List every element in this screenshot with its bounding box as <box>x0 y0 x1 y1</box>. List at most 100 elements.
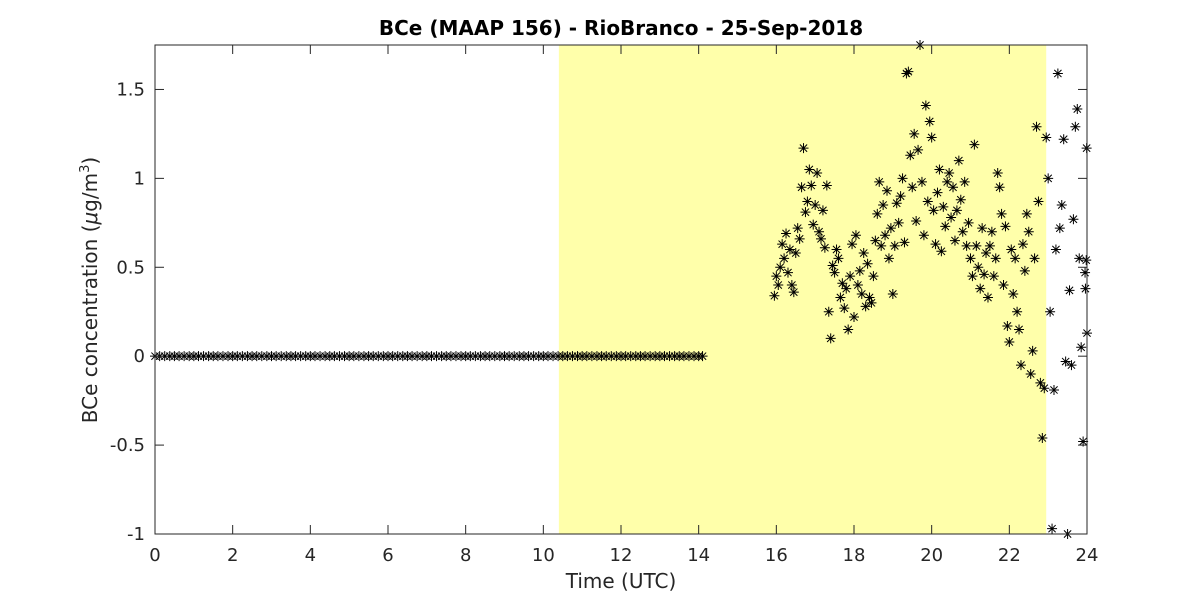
data-point <box>953 155 964 166</box>
data-point <box>887 288 898 299</box>
data-point <box>837 278 848 289</box>
data-point <box>965 253 976 264</box>
data-point <box>922 196 933 207</box>
data-point <box>179 351 190 362</box>
data-point <box>973 262 984 273</box>
data-point <box>817 205 828 216</box>
data-point <box>880 230 891 241</box>
data-point <box>940 221 951 232</box>
data-point <box>858 248 869 259</box>
data-point <box>920 100 931 111</box>
data-point <box>348 351 359 362</box>
x-tick-label: 12 <box>610 545 633 566</box>
data-point <box>903 66 914 77</box>
data-point <box>856 288 867 299</box>
data-point <box>998 280 1009 291</box>
data-point <box>794 233 805 244</box>
data-point <box>967 271 978 282</box>
data-point <box>625 351 636 362</box>
data-point <box>1031 121 1042 132</box>
data-point <box>251 351 262 362</box>
data-point <box>986 226 997 237</box>
data-point <box>387 351 398 362</box>
y-axis-title: BCe concentration (μg/m3) <box>78 157 102 423</box>
data-point <box>606 351 617 362</box>
data-point <box>773 280 784 291</box>
x-tick-label: 6 <box>382 545 393 566</box>
y-axis: -1 -0.5 0 0.5 1 1.5 <box>110 79 1087 545</box>
data-point <box>645 351 656 362</box>
data-point <box>1041 132 1052 143</box>
data-point <box>870 235 881 246</box>
data-point <box>951 205 962 216</box>
y-axis-title-prefix: BCe concentration ( <box>78 225 102 424</box>
data-point <box>874 176 885 187</box>
data-point <box>852 280 863 291</box>
data-point <box>445 351 456 362</box>
data-point <box>504 351 515 362</box>
data-point <box>237 351 248 362</box>
data-point <box>876 240 887 251</box>
data-point <box>1014 324 1025 335</box>
data-point <box>198 351 209 362</box>
data-point <box>804 164 815 175</box>
data-point <box>1045 306 1056 317</box>
data-point <box>909 128 920 139</box>
data-point <box>373 351 384 362</box>
data-point <box>918 230 929 241</box>
data-point <box>1050 244 1061 255</box>
data-point <box>790 248 801 259</box>
data-point <box>872 208 883 219</box>
data-point <box>963 217 974 228</box>
data-point <box>1080 283 1091 294</box>
data-point <box>678 351 689 362</box>
data-point <box>850 230 861 241</box>
data-point <box>271 351 282 362</box>
data-point <box>994 182 1005 193</box>
data-point <box>329 351 340 362</box>
data-point <box>620 351 631 362</box>
data-point <box>969 139 980 150</box>
data-point <box>1072 104 1083 115</box>
data-point <box>792 223 803 234</box>
data-point <box>839 303 850 314</box>
data-point <box>509 351 520 362</box>
data-point <box>232 351 243 362</box>
data-point <box>895 191 906 202</box>
data-point <box>981 248 992 259</box>
data-point <box>1037 432 1048 443</box>
data-point <box>843 324 854 335</box>
data-point <box>841 283 852 294</box>
data-point <box>295 351 306 362</box>
data-point <box>1000 221 1011 232</box>
data-point <box>948 182 959 193</box>
data-point <box>784 244 795 255</box>
data-point <box>854 265 865 276</box>
data-point <box>1060 356 1071 367</box>
x-tick-label: 18 <box>843 545 866 566</box>
data-point <box>601 351 612 362</box>
data-point <box>849 312 859 323</box>
chart-title: BCe (MAAP 156) - RioBranco - 25-Sep-2018 <box>379 16 863 40</box>
data-point <box>1078 436 1089 447</box>
data-point <box>771 271 782 282</box>
data-point <box>802 196 813 207</box>
data-point <box>781 228 792 239</box>
data-point <box>942 176 953 187</box>
data-point <box>911 216 922 227</box>
data-point <box>798 143 809 154</box>
data-point <box>916 176 927 187</box>
data-point <box>586 351 597 362</box>
data-point <box>1021 208 1032 219</box>
x-axis-title: Time (UTC) <box>565 569 677 593</box>
data-point <box>897 173 908 184</box>
y-tick-label: -0.5 <box>110 435 145 456</box>
x-tick-label: 0 <box>149 545 160 566</box>
x-tick-label: 10 <box>532 545 555 566</box>
data-point <box>992 168 1003 179</box>
y-tick-label: 0.5 <box>116 257 145 278</box>
x-tick-label: 22 <box>998 545 1021 566</box>
data-point <box>936 246 947 257</box>
data-point <box>782 267 793 278</box>
